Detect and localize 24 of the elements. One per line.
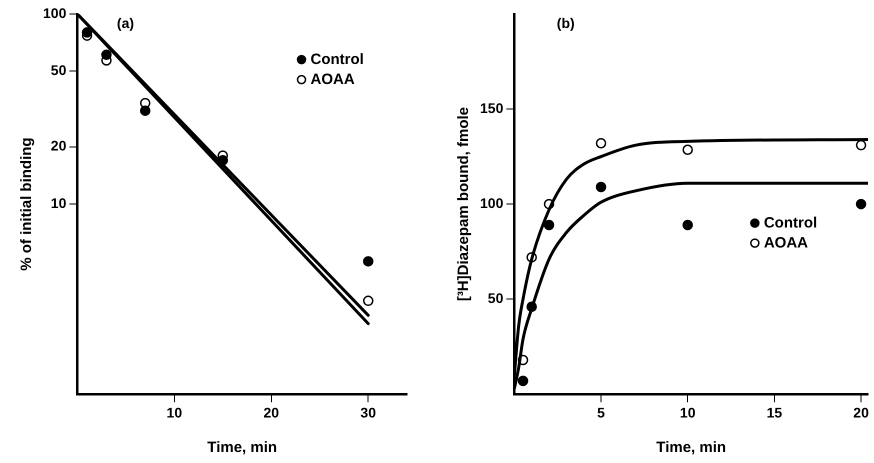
y-axis-title: % of initial binding: [18, 137, 36, 271]
x-tick-label: 20: [853, 404, 870, 420]
x-tick-label: 20: [263, 404, 280, 420]
x-tick-label: 10: [166, 404, 182, 420]
y-tick-label: 10: [50, 194, 67, 211]
legend-label: AOAA: [764, 234, 808, 252]
legend-label: Control: [310, 50, 364, 68]
x-tick-label: 5: [597, 404, 606, 420]
y-tick-label: 100: [480, 194, 504, 211]
x-tick-label: 10: [680, 404, 696, 420]
y-tick-label: 150: [480, 100, 504, 116]
y-axis-title: [³H]Diazepam bound, fmole: [455, 107, 472, 302]
y-tick-label: 50: [50, 62, 67, 78]
legend-label: AOAA: [310, 70, 355, 88]
y-tick-label: 20: [50, 138, 67, 154]
legend-label: Control: [764, 214, 818, 232]
x-axis-title: Time, min: [207, 439, 278, 456]
y-tick-label: 100: [43, 4, 67, 21]
x-axis-title: Time, min: [656, 439, 726, 456]
annotation: (a): [116, 14, 134, 31]
x-tick-label: 30: [360, 404, 376, 420]
annotation: (b): [556, 14, 575, 31]
y-tick-label: 50: [488, 290, 504, 306]
x-tick-label: 15: [766, 404, 782, 420]
